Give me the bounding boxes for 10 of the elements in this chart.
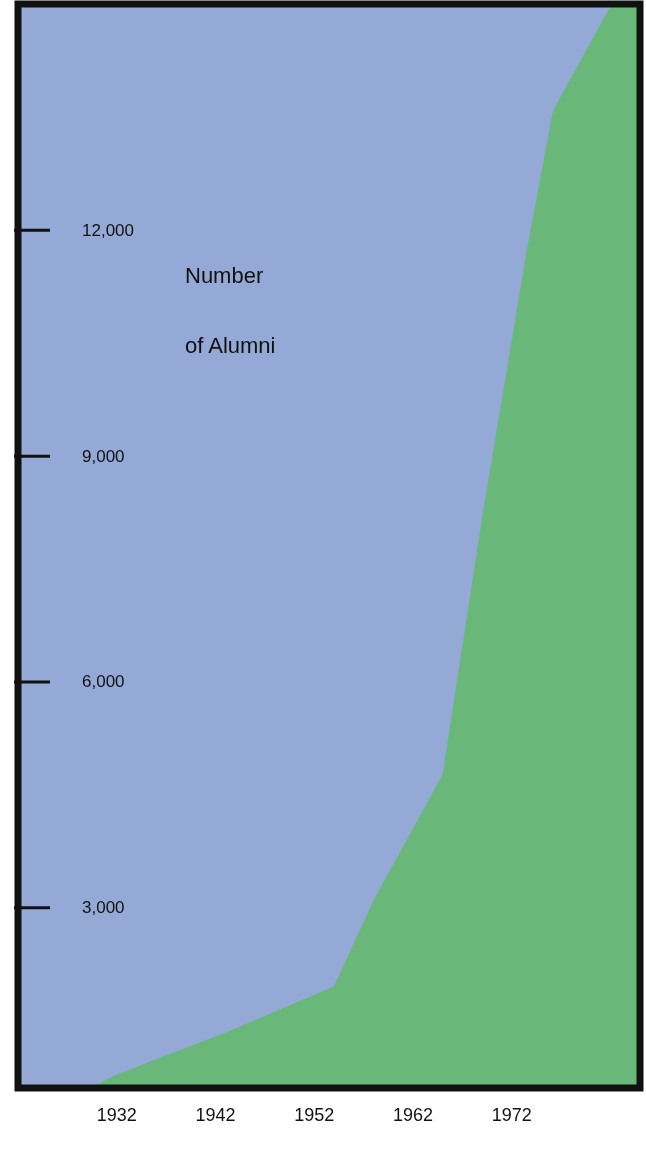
x-tick-label: 1952 (294, 1105, 335, 1125)
y-tick-label: 6,000 (82, 672, 125, 692)
x-tick-label: 1932 (96, 1105, 137, 1125)
y-tick-label: 12,000 (82, 220, 134, 240)
x-tick-label: 1972 (491, 1105, 532, 1125)
x-tick-label: 1942 (195, 1105, 236, 1125)
y-tick-label: 3,000 (82, 898, 125, 918)
text: Number of Alumni (185, 263, 276, 358)
y-tick-label: 9,000 (82, 446, 125, 466)
x-tick-label: 1962 (392, 1105, 433, 1125)
